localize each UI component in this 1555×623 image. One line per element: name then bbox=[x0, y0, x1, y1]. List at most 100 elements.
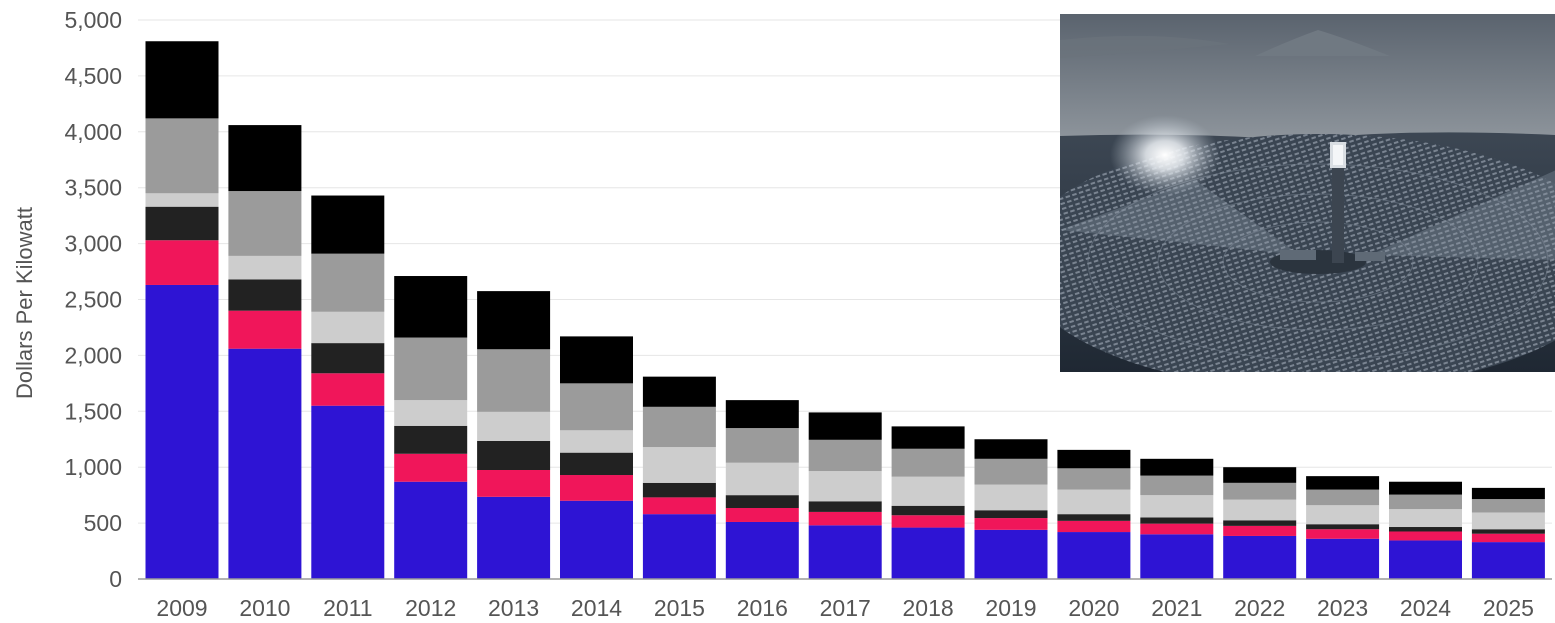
x-tick-label: 2017 bbox=[820, 595, 871, 621]
bar-segment bbox=[1223, 499, 1297, 521]
bar-segment bbox=[1057, 520, 1131, 533]
y-tick-label: 4,500 bbox=[64, 63, 122, 89]
bar-segment bbox=[311, 311, 385, 344]
bars bbox=[145, 41, 1545, 579]
bar-segment bbox=[311, 343, 385, 374]
bar-segment bbox=[808, 412, 882, 440]
x-tick-label: 2025 bbox=[1483, 595, 1534, 621]
y-tick-label: 500 bbox=[84, 510, 122, 536]
x-tick-label: 2009 bbox=[156, 595, 207, 621]
bar-segment bbox=[1471, 487, 1545, 500]
bar-segment bbox=[1057, 532, 1131, 579]
bar-segment bbox=[394, 481, 468, 579]
x-tick-label: 2023 bbox=[1317, 595, 1368, 621]
bar-segment bbox=[228, 310, 302, 349]
y-tick-label: 3,000 bbox=[64, 231, 122, 257]
bar-segment bbox=[1140, 458, 1214, 476]
bar-segment bbox=[145, 206, 219, 241]
bar-segment bbox=[477, 291, 551, 350]
bar-segment bbox=[974, 458, 1048, 485]
bar-segment bbox=[808, 511, 882, 526]
bar-segment bbox=[1389, 540, 1462, 579]
bar-segment bbox=[725, 495, 799, 509]
bar-segment bbox=[1223, 535, 1297, 579]
bar-segment bbox=[1306, 476, 1380, 490]
x-tick-label: 2014 bbox=[571, 595, 622, 621]
bar-segment bbox=[1140, 534, 1214, 579]
bar-segment bbox=[145, 118, 219, 194]
bar-segment bbox=[394, 425, 468, 454]
bar-segment bbox=[560, 452, 633, 476]
bar-segment bbox=[642, 482, 716, 498]
bar-segment bbox=[560, 475, 633, 501]
bar-segment bbox=[1140, 517, 1214, 524]
bar-segment bbox=[394, 337, 468, 401]
y-tick-label: 2,000 bbox=[64, 342, 122, 368]
bar-segment bbox=[1306, 524, 1380, 530]
bar-segment bbox=[560, 430, 633, 453]
bar-segment bbox=[808, 471, 882, 502]
bar-segment bbox=[642, 376, 716, 407]
y-tick-label: 5,000 bbox=[64, 7, 122, 33]
bar-segment bbox=[477, 496, 551, 579]
bar-segment bbox=[1223, 520, 1297, 526]
bar-segment bbox=[1223, 525, 1297, 536]
bar-segment bbox=[311, 195, 385, 254]
bar-segment bbox=[1389, 527, 1462, 532]
bar-segment bbox=[145, 284, 219, 579]
y-tick-labels: 0 500 1,000 1,500 2,000 2,500 3,000 3,500 4,000 4… bbox=[64, 7, 122, 592]
x-tick-label: 2013 bbox=[488, 595, 539, 621]
y-tick-label: 0 bbox=[109, 566, 122, 592]
bar-segment bbox=[228, 348, 302, 579]
dune-shape bbox=[1255, 30, 1390, 56]
bar-segment bbox=[1306, 505, 1380, 525]
bar-segment bbox=[974, 484, 1048, 511]
x-tick-label: 2011 bbox=[323, 595, 372, 621]
x-tick-label: 2020 bbox=[1068, 595, 1119, 621]
bar-segment bbox=[1471, 512, 1545, 530]
bar-segment bbox=[1140, 475, 1214, 496]
bar-segment bbox=[1140, 523, 1214, 535]
bar-segment bbox=[891, 515, 965, 528]
bar-segment bbox=[145, 41, 219, 119]
bar-segment bbox=[560, 383, 633, 431]
bar-segment bbox=[394, 400, 468, 426]
bar-segment bbox=[145, 240, 219, 285]
bar-segment bbox=[228, 255, 302, 280]
bar-segment bbox=[642, 447, 716, 483]
bar-segment bbox=[477, 349, 551, 412]
bar-segment bbox=[808, 525, 882, 579]
y-tick-label: 1,000 bbox=[64, 454, 122, 480]
bar-segment bbox=[228, 125, 302, 192]
x-tick-label: 2019 bbox=[985, 595, 1036, 621]
bar-segment bbox=[1306, 529, 1380, 539]
bar-segment bbox=[891, 527, 965, 579]
bar-segment bbox=[145, 193, 219, 207]
bar-segment bbox=[1471, 529, 1545, 534]
bar-segment bbox=[808, 439, 882, 472]
x-tick-label: 2010 bbox=[239, 595, 290, 621]
bar-segment bbox=[228, 279, 302, 311]
bar-segment bbox=[394, 453, 468, 482]
x-tick-labels: 2009 2010 2011 2012 2013 2014 2015 2016 2017 2018… bbox=[156, 595, 1534, 621]
x-tick-label: 2022 bbox=[1234, 595, 1285, 621]
bar-segment bbox=[1389, 509, 1462, 528]
bar-segment bbox=[1223, 467, 1297, 483]
bar-segment bbox=[725, 508, 799, 522]
bar-segment bbox=[891, 476, 965, 506]
tower bbox=[1332, 165, 1344, 263]
bar-segment bbox=[1140, 495, 1214, 518]
bar-segment bbox=[1471, 499, 1545, 513]
bar-segment bbox=[642, 514, 716, 579]
bar-segment bbox=[891, 505, 965, 516]
bar-segment bbox=[974, 510, 1048, 519]
y-tick-label: 1,500 bbox=[64, 398, 122, 424]
bar-segment bbox=[1471, 542, 1545, 579]
bar-segment bbox=[725, 428, 799, 463]
bar-segment bbox=[1057, 514, 1131, 521]
bar-segment bbox=[1389, 481, 1462, 495]
y-tick-label: 3,500 bbox=[64, 175, 122, 201]
bar-segment bbox=[311, 405, 385, 579]
bar-segment bbox=[974, 439, 1048, 459]
